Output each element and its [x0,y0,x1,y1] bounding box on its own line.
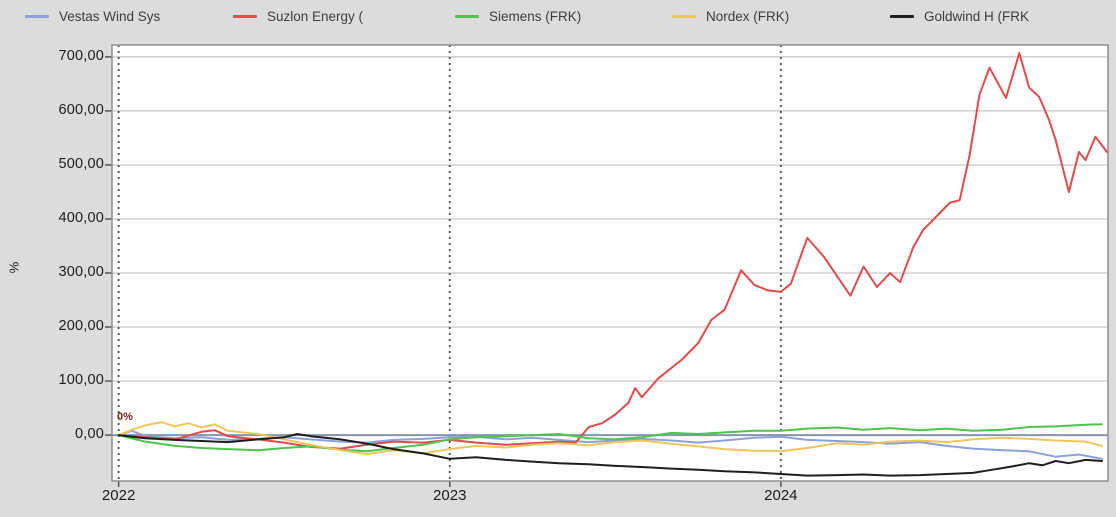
legend-item-suzlon[interactable]: Suzlon Energy ( [233,9,363,24]
x-tick-label: 2024 [764,487,798,504]
series-line-siemens-frk [117,423,1103,453]
legend-item-nordex[interactable]: Nordex (FRK) [672,9,789,24]
legend-color-swatch [233,15,257,18]
plot-area[interactable] [112,45,1108,481]
legend-item-label: Goldwind H (FRK [924,9,1030,24]
legend-color-swatch [25,15,49,18]
y-tick-label: 600,00 [58,101,104,118]
series-line-goldwind-h-frk [117,433,1103,477]
chart-legend: Vestas Wind Sys Suzlon Energy ( Siemens … [0,0,1116,40]
legend-item-label: Vestas Wind Sys [59,9,161,24]
y-tick-label: 400,00 [58,209,104,226]
legend-item-label: Nordex (FRK) [706,9,790,24]
legend-color-swatch [672,15,696,18]
series-line-suzlon-energy [117,52,1108,450]
legend-item-siemens[interactable]: Siemens (FRK) [455,9,581,24]
y-tick-label: 200,00 [58,318,104,335]
y-tick-label: 0,00 [74,426,104,443]
x-tick-label: 2022 [101,487,136,504]
plot-border [111,44,1109,482]
series-line-nordex-frk [117,421,1103,455]
y-tick-label: 300,00 [58,263,104,280]
series-start-annotation: 0% [117,411,133,423]
legend-item-goldwind[interactable]: Goldwind H (FRK [890,9,1029,24]
y-tick-label: 500,00 [58,155,104,172]
y-tick-label: 700,00 [58,47,104,64]
legend-color-swatch [890,15,914,18]
x-tick-label: 2023 [433,487,467,504]
legend-item-label: Suzlon Energy ( [267,9,364,24]
legend-color-swatch [455,15,479,18]
legend-item-vestas[interactable]: Vestas Wind Sys [25,9,160,24]
legend-item-label: Siemens (FRK) [489,9,582,24]
y-tick-label: 100,00 [58,372,104,389]
y-axis-title: % [6,261,22,274]
